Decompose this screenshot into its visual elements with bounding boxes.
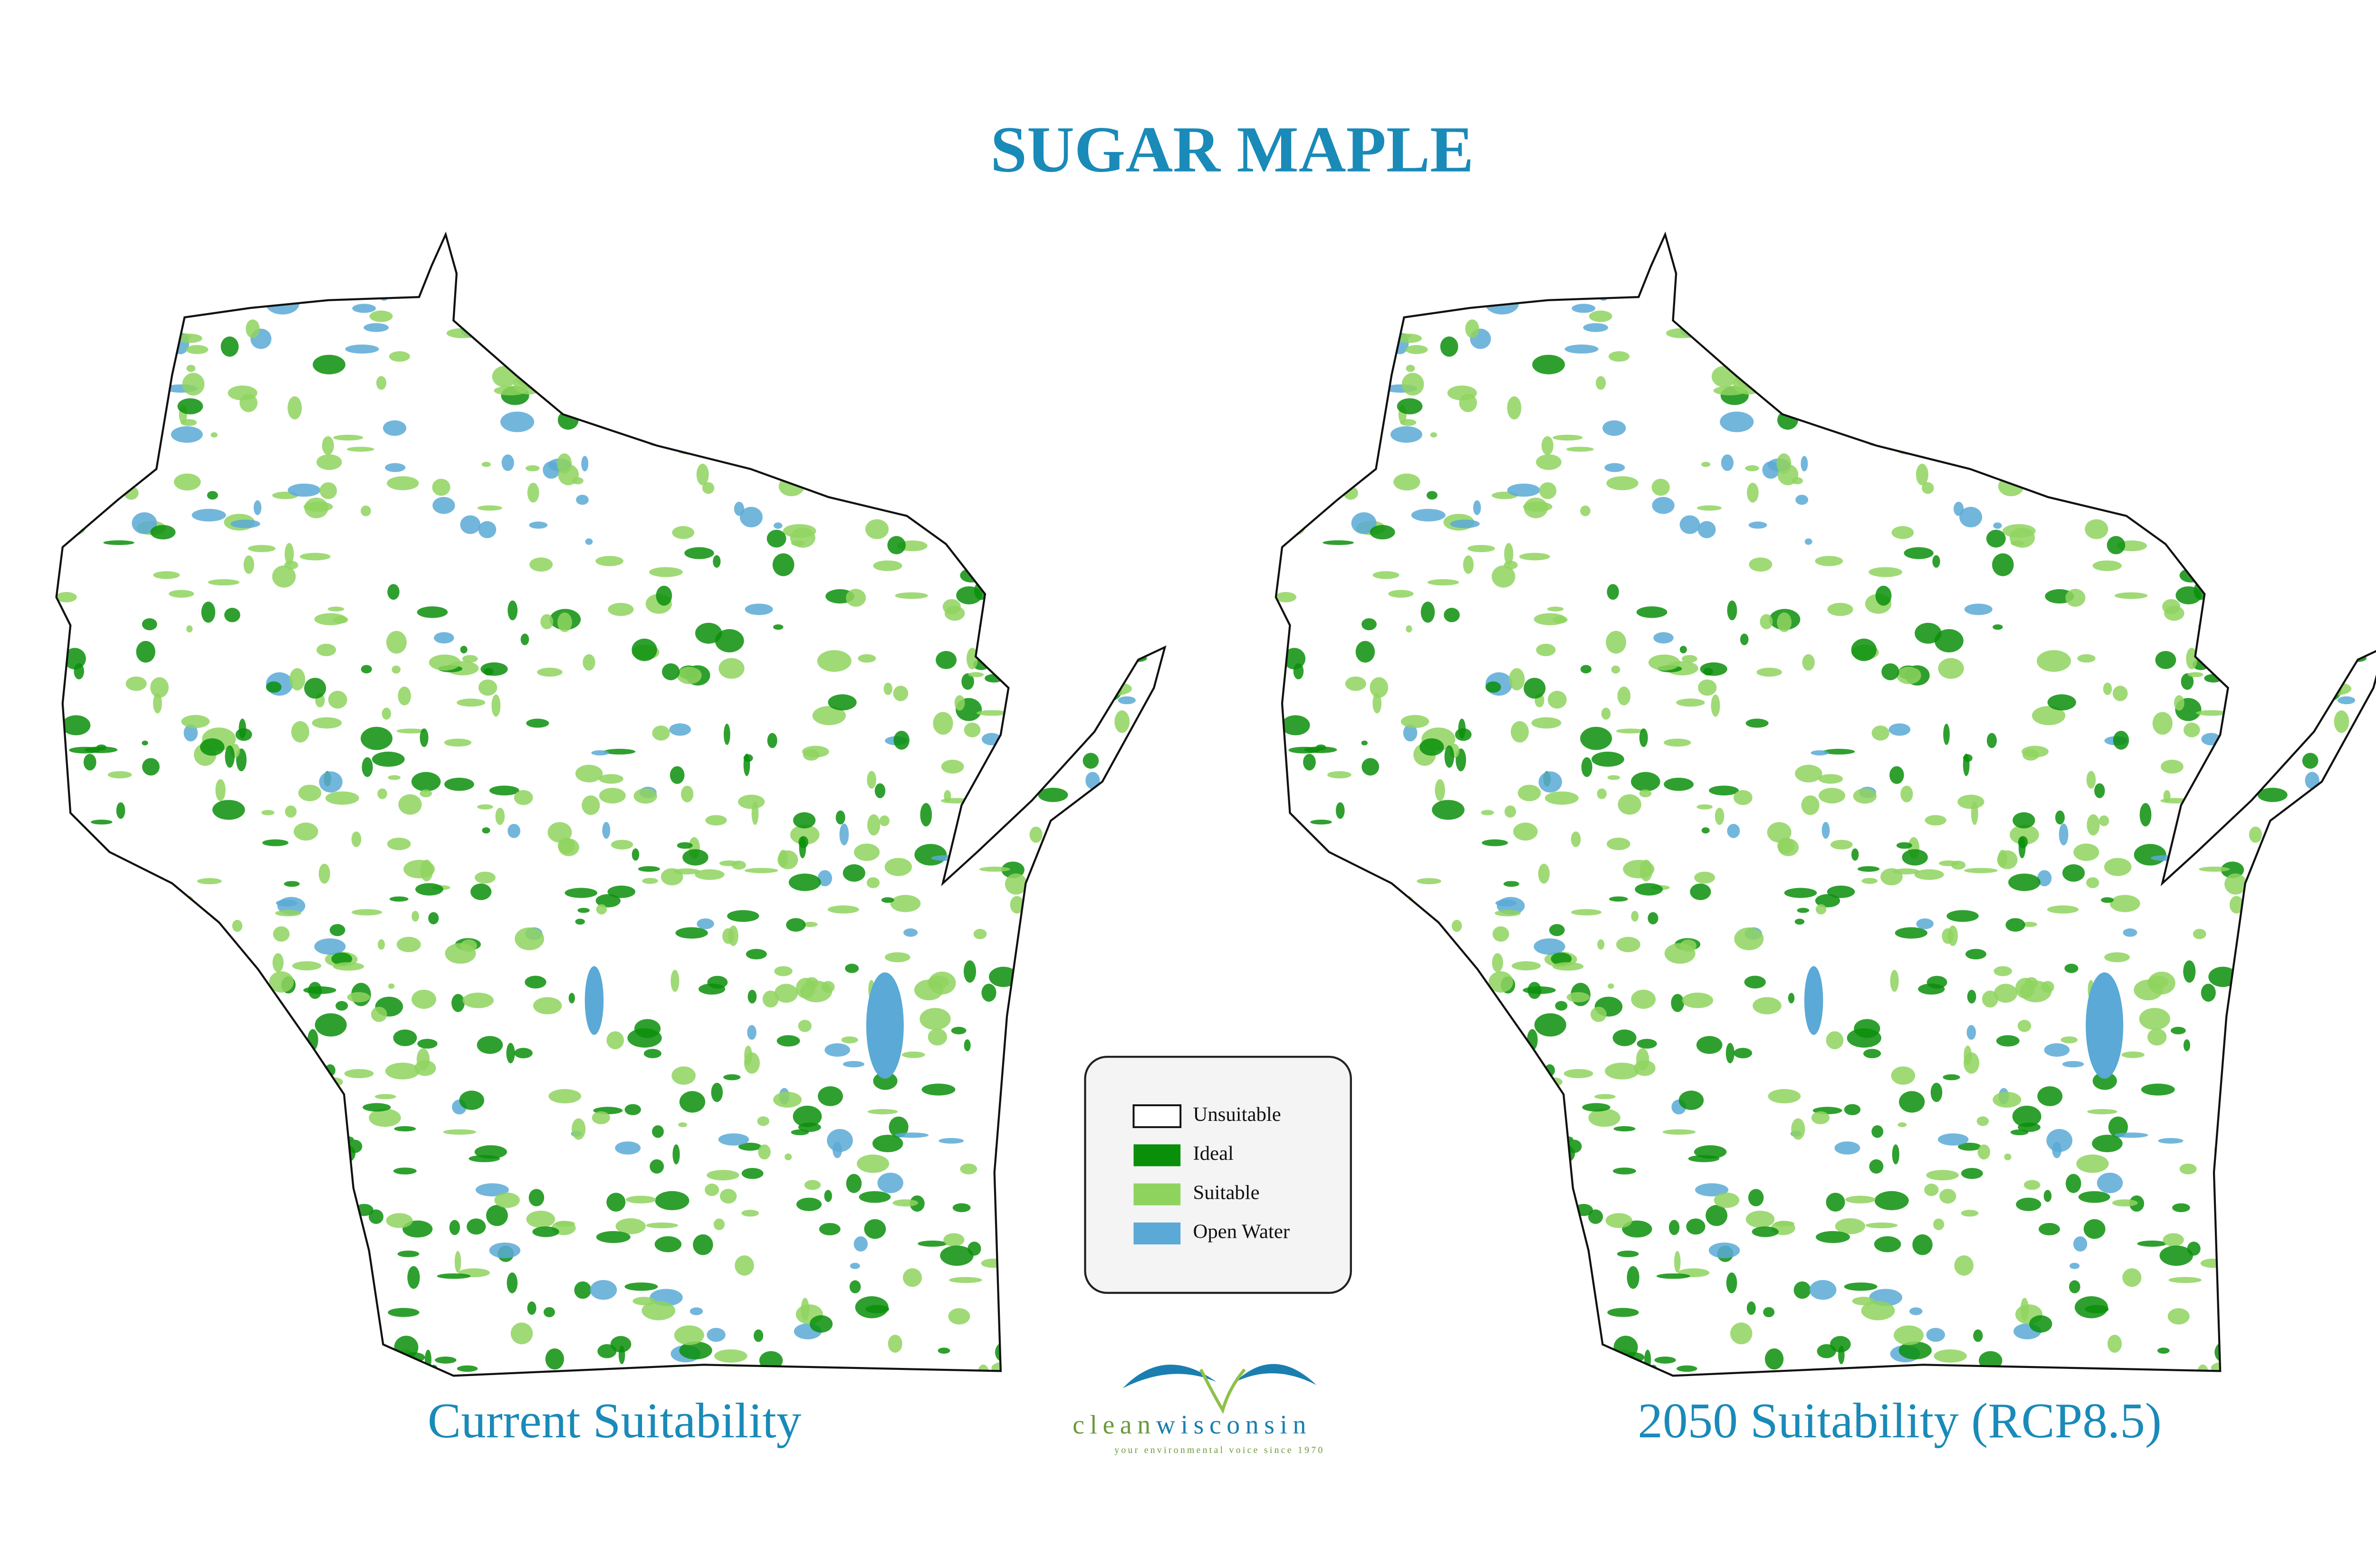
title: SUGAR MAPLE: [990, 113, 1474, 186]
map-caption: 2050 Suitability (RCP8.5): [1638, 1393, 2161, 1448]
logo-word: clean: [1073, 1410, 1156, 1440]
legend-label: Unsuitable: [1193, 1103, 1281, 1126]
legend-label: Ideal: [1193, 1142, 1234, 1165]
logo-text: cleanwisconsin: [1073, 1410, 1312, 1440]
legend: Unsuitable Ideal Suitable Open Water: [1084, 1055, 1352, 1294]
logo: cleanwisconsin your environmental voice …: [1073, 1364, 1324, 1455]
map-current: [47, 235, 1168, 1387]
legend-label: Open Water: [1193, 1221, 1290, 1243]
legend-swatch: [1132, 1104, 1182, 1128]
map-caption: Current Suitability: [428, 1393, 802, 1448]
legend-label: Suitable: [1193, 1181, 1260, 1204]
logo-tagline: your environmental voice since 1970: [1114, 1445, 1324, 1455]
legend-swatch: [1133, 1144, 1181, 1166]
logo-wing: [1122, 1365, 1217, 1388]
legend-swatch: [1133, 1222, 1181, 1244]
legend-swatch: [1133, 1183, 1181, 1205]
logo-leaf: [1199, 1368, 1246, 1415]
map-2050: [1266, 235, 2376, 1387]
legend-box: [1084, 1055, 1352, 1294]
logo-word: wisconsin: [1156, 1410, 1312, 1440]
logo-wing: [1235, 1364, 1317, 1386]
